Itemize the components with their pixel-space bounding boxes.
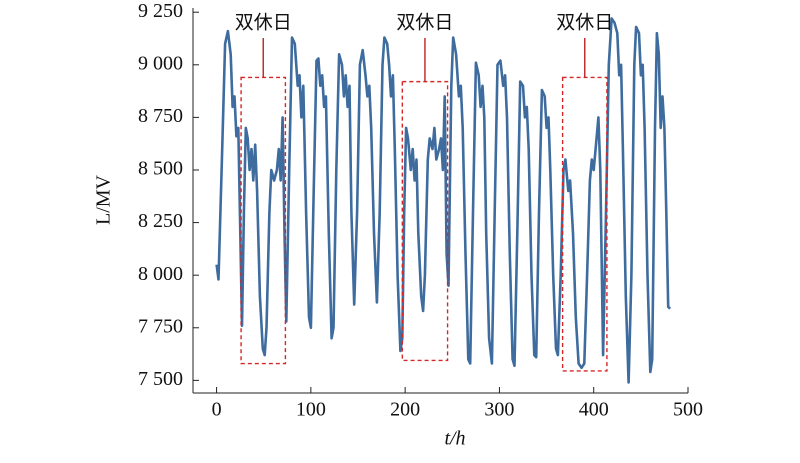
x-tick-label: 300 <box>484 399 514 421</box>
y-tick-label: 9 250 <box>138 0 183 22</box>
highlight-box <box>401 80 449 362</box>
x-tick-label: 200 <box>390 399 420 421</box>
annotation: 双休日 <box>556 12 613 34</box>
y-tick-label: 7 750 <box>138 315 183 337</box>
y-tick-label: 8 500 <box>138 158 183 180</box>
annotation: 双休日 <box>235 12 292 34</box>
y-tick-label: 8 750 <box>138 105 183 127</box>
x-tick-label: 500 <box>673 399 703 421</box>
x-tick-label: 0 <box>212 399 222 421</box>
x-axis-label: t/h <box>444 428 465 450</box>
x-tick-label: 400 <box>579 399 609 421</box>
line <box>215 17 672 384</box>
y-tick-label: 9 000 <box>138 52 183 74</box>
y-tick-label: 7 500 <box>138 368 183 390</box>
x-tick-label: 100 <box>296 399 326 421</box>
y-tick-label: 8 250 <box>138 210 183 232</box>
y-axis-label: L/MV <box>93 174 115 225</box>
highlight-box <box>240 76 287 365</box>
annotation: 双休日 <box>396 12 453 34</box>
y-tick-label: 8 000 <box>138 263 183 285</box>
